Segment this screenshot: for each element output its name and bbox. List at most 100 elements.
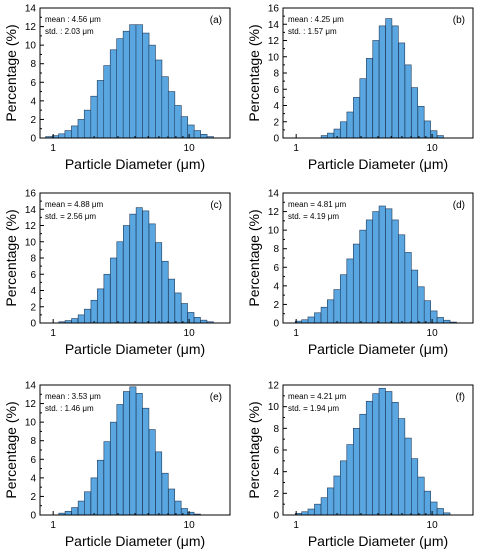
- panel-label: (d): [453, 200, 465, 211]
- std-annotation: std. = 2.56 μm: [45, 212, 96, 221]
- histogram-bar: [423, 120, 431, 139]
- histogram-bar: [77, 314, 85, 324]
- y-tick-label: 6: [30, 455, 36, 466]
- histogram-bar: [320, 497, 328, 516]
- y-tick-label: 12: [268, 381, 280, 392]
- histogram-bar: [129, 24, 137, 139]
- y-tick-label: 0: [273, 319, 279, 330]
- y-tick-label: 4: [30, 286, 36, 297]
- y-tick-label: 12: [268, 207, 280, 218]
- histogram-bar: [411, 87, 418, 139]
- y-tick-label: 8: [30, 436, 36, 447]
- histogram-bar: [378, 387, 386, 516]
- std-annotation: std. : 1.57 μm: [288, 27, 337, 36]
- histogram-bar: [339, 274, 348, 324]
- histogram-bar: [366, 58, 373, 139]
- y-tick-label: 10: [25, 237, 37, 248]
- histogram-bar: [385, 391, 393, 516]
- histogram-bar: [110, 257, 117, 324]
- histogram-bar: [90, 477, 98, 516]
- x-tick-label: 1: [50, 143, 56, 154]
- y-tick-label: 6: [30, 270, 36, 281]
- chart-panel-5: 0 2 4 6 8 10 12 14 1 10 Particle Diameter (μm) Perc…: [3, 381, 231, 549]
- histogram-bar: [135, 207, 143, 324]
- histogram-bar: [340, 121, 347, 139]
- histogram-bar: [378, 205, 386, 324]
- y-tick-label: 14: [268, 189, 280, 200]
- histogram-bar: [135, 393, 143, 516]
- histogram-bar: [193, 130, 201, 139]
- histogram-bar: [365, 219, 373, 324]
- chart-panel-2: 0 2 4 6 8 10 12 14 16 1 10 Particle Diameter (μm) Pe…: [246, 4, 474, 172]
- histogram-bar: [96, 80, 105, 139]
- histogram-bar: [110, 421, 117, 516]
- histogram-bar: [161, 260, 169, 324]
- y-tick-label: 10: [268, 402, 280, 413]
- histogram-bar: [346, 258, 354, 324]
- histogram-bar: [142, 407, 150, 516]
- y-tick-label: 0: [273, 134, 279, 145]
- panel-label: (c): [210, 200, 222, 211]
- histogram-bar: [352, 243, 361, 324]
- histogram-bar: [307, 508, 315, 516]
- histogram-bar: [97, 459, 104, 516]
- histogram-bar: [103, 441, 111, 516]
- histogram-bar: [353, 97, 360, 139]
- y-tick-label: 16: [25, 189, 37, 200]
- y-tick-label: 10: [25, 418, 37, 429]
- histogram-bar: [404, 64, 412, 139]
- histogram-bar: [142, 210, 150, 324]
- histogram-bar: [391, 402, 399, 516]
- x-tick-label: 10: [427, 328, 439, 339]
- mean-annotation: mean : 3.53 μm: [45, 392, 101, 401]
- histogram-bar: [129, 386, 137, 516]
- std-annotation: std. = 1.94 μm: [288, 404, 339, 413]
- histogram-bar: [71, 318, 79, 324]
- chart-panel-4: 0 2 4 6 8 10 12 14 1 10 Particle Diameter (μm) Perc…: [246, 189, 474, 357]
- y-tick-label: 8: [30, 254, 36, 265]
- histogram-bar: [200, 133, 208, 139]
- x-tick-label: 1: [50, 328, 56, 339]
- y-tick-label: 14: [25, 205, 37, 216]
- y-tick-label: 0: [273, 511, 279, 522]
- histogram-bar: [109, 49, 118, 139]
- mean-annotation: mean : 4.56 μm: [45, 15, 101, 24]
- histogram-bar: [327, 299, 335, 324]
- histogram-bar: [148, 429, 156, 516]
- x-axis-title: Particle Diameter (μm): [65, 156, 205, 172]
- histogram-bar: [417, 286, 425, 324]
- histogram-bar: [320, 306, 328, 324]
- histogram-bar: [142, 32, 150, 139]
- histogram-bar: [423, 490, 431, 516]
- histogram-bar: [327, 132, 334, 139]
- y-tick-label: 2: [30, 492, 36, 503]
- histogram-bar: [129, 213, 137, 324]
- histogram-bar: [84, 491, 91, 516]
- histogram-bar: [314, 503, 322, 516]
- histogram-bar: [359, 413, 367, 516]
- histogram-bar: [123, 391, 130, 516]
- y-tick-label: 4: [273, 101, 279, 112]
- histogram-bar: [372, 211, 380, 324]
- histogram-bar: [167, 91, 176, 139]
- histogram-bar: [411, 458, 419, 516]
- histogram-bar: [148, 44, 156, 139]
- histogram-bar: [417, 476, 425, 516]
- histogram-bar: [404, 437, 412, 516]
- histogram-bar: [436, 317, 444, 324]
- histogram-bar: [174, 500, 182, 516]
- histogram-bar: [359, 78, 367, 139]
- y-tick-label: 12: [25, 22, 37, 33]
- histogram-bar: [103, 65, 111, 139]
- histogram-bar: [97, 288, 104, 324]
- histogram-bar: [90, 95, 98, 139]
- std-annotation: std. : 2.03 μm: [45, 27, 94, 36]
- histogram-bar: [391, 25, 399, 139]
- histogram-bar: [333, 289, 341, 324]
- histogram-bar: [378, 25, 386, 139]
- y-tick-label: 0: [30, 134, 36, 145]
- histogram-bar: [372, 393, 380, 516]
- histogram-bar: [168, 278, 175, 324]
- y-tick-label: 2: [30, 302, 36, 313]
